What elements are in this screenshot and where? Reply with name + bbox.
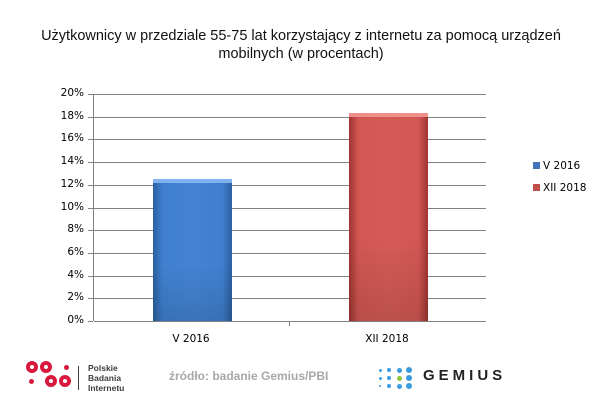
- gridline: [94, 139, 486, 141]
- legend-swatch-icon: [533, 162, 540, 169]
- bar-xii-2018: [348, 113, 428, 321]
- chart-title-line-1: Użytkownicy w przedziale 55-75 lat korzy…: [41, 28, 561, 44]
- pbi-logo-ring-icon: [26, 361, 38, 373]
- y-tick-label: 4%: [67, 268, 84, 281]
- bar-shade: [348, 237, 428, 321]
- gemius-dot: [378, 368, 382, 372]
- gridline: [94, 162, 486, 164]
- pbi-logo-ring-icon: [45, 375, 57, 387]
- y-tick-label: 12%: [60, 177, 84, 190]
- pbi-logo-ring-icon: [59, 375, 71, 387]
- pbi-logo-dot-icon: [29, 379, 34, 384]
- pbi-line-3: Internetu: [88, 383, 125, 393]
- y-tick-label: 16%: [60, 132, 84, 145]
- gridline: [94, 252, 486, 254]
- chart-title-line-2: mobilnych (w procentach): [218, 46, 384, 62]
- y-tick: [88, 162, 93, 164]
- x-axis-line: [94, 321, 486, 322]
- y-tick: [88, 298, 93, 300]
- y-tick-label: 0%: [67, 314, 84, 326]
- gridline: [94, 116, 486, 118]
- pbi-logo: [24, 360, 144, 392]
- y-tick: [88, 252, 93, 254]
- bar-v-2016: [152, 179, 232, 321]
- x-tick-label: V 2016: [172, 333, 210, 345]
- gemius-logo-text: GEMIUS: [423, 367, 507, 384]
- y-tick-label: 2%: [67, 291, 84, 304]
- gemius-dot: [406, 375, 412, 381]
- y-tick: [88, 321, 93, 322]
- y-tick-label: 14%: [60, 155, 84, 168]
- gridline: [94, 230, 486, 232]
- gemius-dot: [387, 376, 391, 380]
- y-tick: [88, 230, 93, 232]
- legend-item: XII 2018: [533, 182, 586, 204]
- bar-shade: [152, 264, 232, 321]
- pbi-line-2: Badania: [88, 373, 122, 383]
- gemius-logo-dots-icon: [378, 366, 418, 390]
- legend-item: V 2016: [533, 160, 586, 182]
- gemius-dot: [396, 375, 402, 381]
- plot-area: [88, 94, 486, 322]
- gridline: [94, 298, 486, 300]
- legend-label: V 2016: [543, 160, 581, 172]
- y-tick: [88, 207, 93, 209]
- legend-label: XII 2018: [543, 182, 587, 194]
- bar-highlight: [348, 113, 428, 118]
- gemius-dot: [379, 385, 381, 387]
- y-tick: [88, 116, 93, 118]
- gridline: [94, 184, 486, 186]
- pbi-line-1: Polskie: [88, 363, 118, 373]
- y-tick: [88, 139, 93, 141]
- y-tick-label: 8%: [67, 223, 84, 236]
- gemius-dot: [406, 367, 412, 373]
- gemius-dot: [387, 368, 391, 372]
- x-tick-label: XII 2018: [365, 333, 409, 345]
- gridline: [94, 207, 486, 209]
- gemius-dot: [406, 383, 412, 389]
- pbi-logo-ring-icon: [40, 361, 52, 373]
- gridline: [94, 275, 486, 277]
- pbi-logo-text: Polskie Badania Internetu: [88, 363, 124, 393]
- y-tick: [88, 184, 93, 186]
- y-tick-label: 20%: [60, 87, 84, 99]
- x-tick: [289, 321, 290, 326]
- gridline: [94, 94, 486, 95]
- pbi-logo-divider: [78, 366, 79, 390]
- y-tick-label: 6%: [67, 245, 84, 258]
- gemius-dot: [396, 383, 402, 389]
- y-tick-label: 10%: [60, 200, 84, 213]
- source-note: źródło: badanie Gemius/PBI: [169, 369, 329, 383]
- legend-swatch-icon: [533, 184, 540, 191]
- legend: V 2016 XII 2018: [533, 160, 586, 204]
- bar-highlight: [152, 179, 232, 184]
- y-tick-label: 18%: [60, 109, 84, 122]
- gemius-dot: [387, 384, 391, 388]
- gemius-dot: [396, 367, 402, 373]
- chart-title: Użytkownicy w przedziale 55-75 lat korzy…: [0, 27, 602, 63]
- y-tick: [88, 275, 93, 277]
- pbi-logo-dot-icon: [64, 365, 69, 370]
- y-tick: [88, 94, 93, 95]
- gemius-dot: [378, 376, 382, 380]
